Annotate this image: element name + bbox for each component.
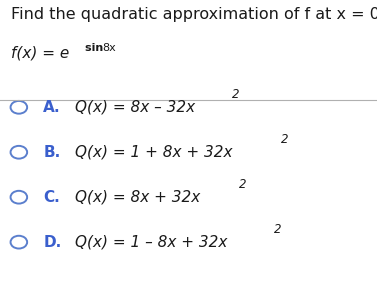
- Text: B.: B.: [43, 145, 61, 160]
- Text: Q(x) = 8x + 32x: Q(x) = 8x + 32x: [75, 190, 201, 205]
- Text: 2: 2: [232, 88, 240, 101]
- Text: Find the quadratic approximation of f at x = 0.: Find the quadratic approximation of f at…: [11, 7, 377, 22]
- Text: C.: C.: [43, 190, 60, 205]
- Text: 2: 2: [274, 223, 281, 235]
- Text: Q(x) = 1 – 8x + 32x: Q(x) = 1 – 8x + 32x: [75, 235, 228, 250]
- Text: Q(x) = 1 + 8x + 32x: Q(x) = 1 + 8x + 32x: [75, 145, 233, 160]
- Text: f(x) = e: f(x) = e: [11, 46, 70, 61]
- Text: sin: sin: [85, 43, 107, 53]
- Text: 8x: 8x: [103, 43, 116, 53]
- Text: 2: 2: [239, 178, 247, 191]
- Text: Q(x) = 8x – 32x: Q(x) = 8x – 32x: [75, 100, 196, 115]
- Text: D.: D.: [43, 235, 61, 250]
- Text: A.: A.: [43, 100, 61, 115]
- Text: 2: 2: [280, 133, 288, 146]
